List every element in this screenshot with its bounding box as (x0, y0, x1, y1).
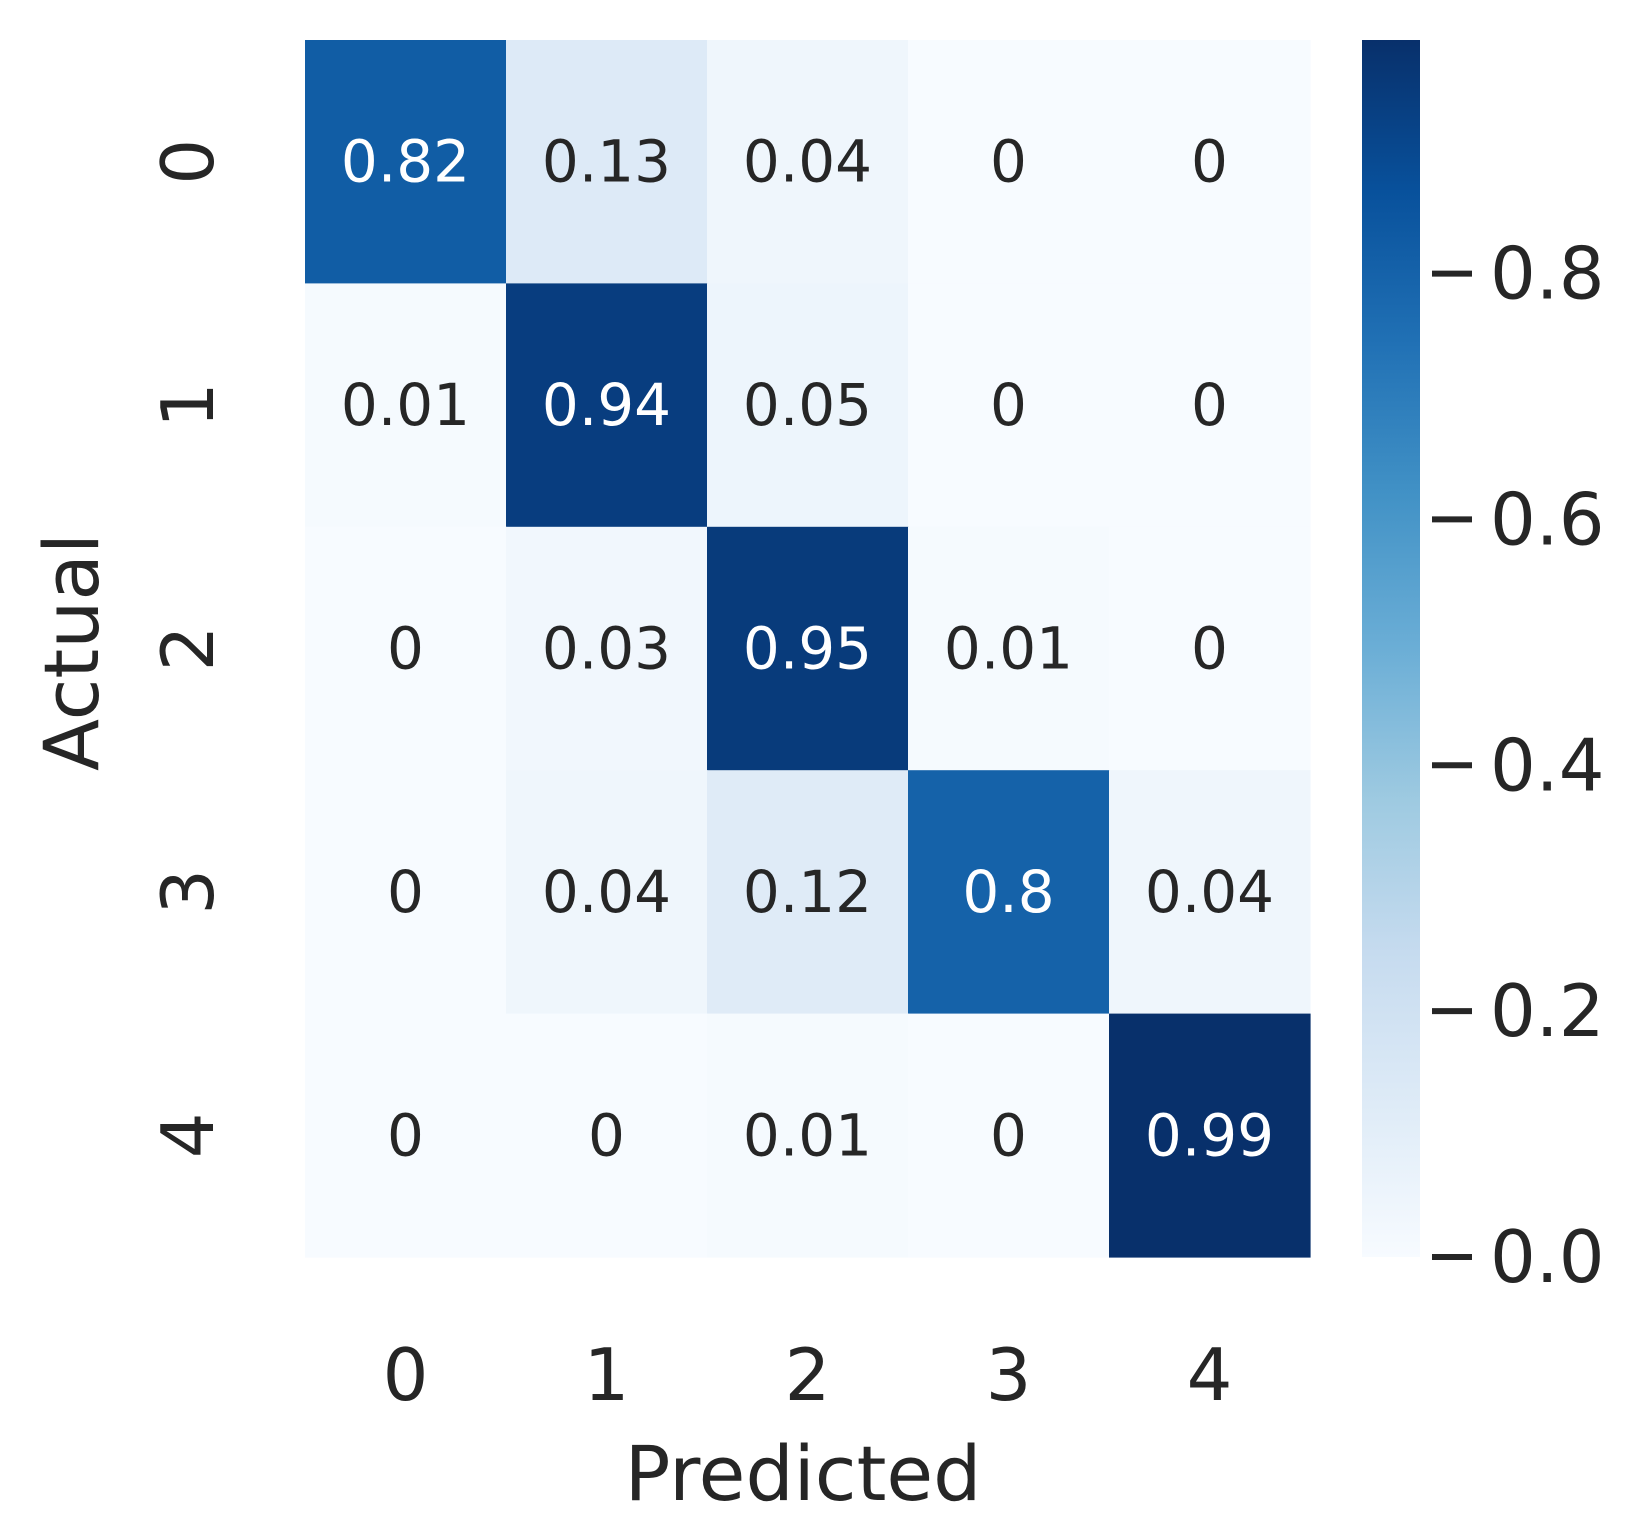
cell-value-label: 0.8 (962, 858, 1054, 926)
x-tick-label: 0 (383, 1333, 429, 1417)
x-tick-label: 2 (785, 1333, 831, 1417)
y-tick-label: 0 (146, 139, 230, 185)
cell-value-label: 0.82 (341, 128, 470, 196)
colorbar-tick-label: 0.8 (1490, 232, 1605, 316)
cell-value-label: 0.01 (944, 615, 1073, 683)
heatmap-cells (305, 40, 1311, 1258)
cell-value-label: 0 (1191, 371, 1228, 439)
cell-value-label: 0 (1191, 128, 1228, 196)
heatmap-cell (908, 526, 1110, 771)
y-tick-label: 3 (146, 869, 230, 915)
cell-value-label: 0.95 (743, 615, 872, 683)
heatmap-cell (707, 283, 909, 528)
heatmap-cell (506, 283, 708, 528)
heatmap-cell (305, 526, 507, 771)
heatmap-cell (305, 770, 507, 1015)
heatmap-cell (305, 283, 507, 528)
heatmap-cell (707, 770, 909, 1015)
x-tick-label: 1 (584, 1333, 630, 1417)
cell-value-label: 0.05 (743, 371, 872, 439)
y-axis-tick-labels: 0 1 2 3 4 (146, 139, 230, 1158)
cell-value-label: 0 (387, 858, 424, 926)
y-tick-label: 4 (146, 1112, 230, 1158)
heatmap-cell (305, 1013, 507, 1258)
cell-value-label: 0.01 (341, 371, 470, 439)
colorbar-ticks: 0.0 0.2 0.4 0.6 0.8 (1432, 232, 1605, 1299)
heatmap-cell (305, 40, 507, 284)
cell-value-label: 0.03 (542, 615, 671, 683)
heatmap-cell (506, 526, 708, 771)
cell-value-label: 0.94 (542, 371, 671, 439)
colorbar (1362, 40, 1420, 1257)
y-tick-label: 2 (146, 626, 230, 672)
x-axis-tick-labels: 0 1 2 3 4 (383, 1333, 1233, 1417)
cell-value-label: 0 (990, 128, 1027, 196)
heatmap-cell (506, 1013, 708, 1258)
x-tick-label: 3 (986, 1333, 1032, 1417)
heatmap-cell (908, 1013, 1110, 1258)
y-axis-label: Actual (27, 533, 116, 771)
heatmap-cell-labels: 0.82 0.13 0.04 0 0 0.01 0.94 0.05 0 0 0 0.03 0.95 0.0… (341, 128, 1274, 1170)
cell-value-label: 0 (990, 371, 1027, 439)
heatmap-cell (1109, 40, 1311, 284)
cell-value-label: 0.12 (743, 858, 872, 926)
heatmap-cell (707, 1013, 909, 1258)
heatmap-cell (1109, 283, 1311, 528)
heatmap-cell (707, 526, 909, 771)
cell-value-label: 0 (588, 1101, 625, 1169)
heatmap-cell (908, 770, 1110, 1015)
cell-value-label: 0 (387, 1101, 424, 1169)
heatmap-cell (908, 40, 1110, 284)
heatmap-cell (707, 40, 909, 284)
y-tick-label: 1 (146, 382, 230, 428)
heatmap-cell (1109, 526, 1311, 771)
colorbar-tick-label: 0.2 (1490, 969, 1605, 1053)
colorbar-tick-label: 0.4 (1490, 723, 1605, 807)
cell-value-label: 0.04 (1145, 858, 1274, 926)
colorbar-tick-label: 0.0 (1490, 1215, 1605, 1299)
x-tick-label: 4 (1187, 1333, 1233, 1417)
cell-value-label: 0.04 (743, 128, 872, 196)
heatmap-cell (1109, 1013, 1311, 1258)
cell-value-label: 0 (990, 1101, 1027, 1169)
cell-value-label: 0.01 (743, 1101, 872, 1169)
colorbar-tick-label: 0.6 (1490, 477, 1605, 561)
cell-value-label: 0 (1191, 615, 1228, 683)
heatmap-cell (506, 770, 708, 1015)
heatmap-cell (908, 283, 1110, 528)
cell-value-label: 0 (387, 615, 424, 683)
cell-value-label: 0.04 (542, 858, 671, 926)
cell-value-label: 0.13 (542, 128, 671, 196)
cell-value-label: 0.99 (1145, 1101, 1274, 1169)
heatmap-cell (1109, 770, 1311, 1015)
heatmap-cell (506, 40, 708, 284)
x-axis-label: Predicted (625, 1429, 982, 1518)
